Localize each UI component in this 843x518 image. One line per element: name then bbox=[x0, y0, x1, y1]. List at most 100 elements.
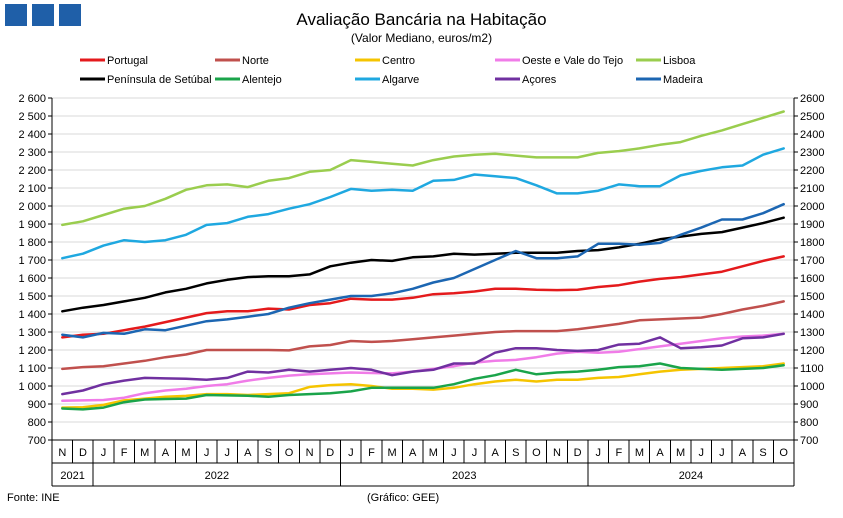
y-tick-label-right: 1500 bbox=[800, 291, 824, 303]
year-label: 2022 bbox=[205, 470, 229, 482]
x-tick-label: A bbox=[656, 447, 664, 459]
year-label: 2024 bbox=[679, 470, 703, 482]
y-tick-label-right: 2300 bbox=[800, 147, 824, 159]
y-tick-label-left: 2 600 bbox=[18, 93, 46, 105]
y-tick-label-right: 800 bbox=[800, 417, 818, 429]
x-tick-label: A bbox=[409, 447, 417, 459]
y-tick-label-right: 1800 bbox=[800, 237, 824, 249]
x-tick-label: J bbox=[348, 447, 354, 459]
x-tick-label: N bbox=[553, 447, 561, 459]
legend-label: Norte bbox=[242, 55, 269, 67]
y-tick-label-right: 2600 bbox=[800, 93, 824, 105]
y-tick-label-left: 2 200 bbox=[18, 165, 46, 177]
x-tick-label: O bbox=[532, 447, 541, 459]
y-tick-label-right: 1300 bbox=[800, 327, 824, 339]
x-tick-label: M bbox=[635, 447, 644, 459]
y-tick-label-right: 2400 bbox=[800, 129, 824, 141]
y-tick-label-right: 900 bbox=[800, 399, 818, 411]
series-lines bbox=[61, 110, 785, 411]
y-tick-label-left: 2 100 bbox=[18, 183, 46, 195]
y-tick-label-right: 1200 bbox=[800, 345, 824, 357]
x-tick-label: J bbox=[101, 447, 107, 459]
y-tick-label-right: 1400 bbox=[800, 309, 824, 321]
y-tick-label-left: 800 bbox=[28, 417, 46, 429]
logo-block-3 bbox=[59, 4, 81, 26]
x-tick-label: J bbox=[699, 447, 705, 459]
chart-title: Avaliação Bancária na Habitação bbox=[296, 10, 547, 29]
y-tick-label-left: 1 500 bbox=[18, 291, 46, 303]
x-tick-label: M bbox=[387, 447, 396, 459]
y-tick-label-left: 1 400 bbox=[18, 309, 46, 321]
y-tick-label-left: 2 500 bbox=[18, 111, 46, 123]
series-line-peninsula-de-setubal bbox=[61, 216, 785, 313]
gridlines bbox=[52, 97, 794, 441]
legend-label: Lisboa bbox=[663, 55, 696, 67]
axes: 700 700 800 800 900 900 1 000 1000 1 100 1100 1 20… bbox=[18, 93, 824, 487]
x-tick-label: J bbox=[224, 447, 230, 459]
y-tick-label-left: 1 200 bbox=[18, 345, 46, 357]
x-tick-label: M bbox=[676, 447, 685, 459]
y-tick-label-right: 2200 bbox=[800, 165, 824, 177]
x-tick-label: A bbox=[491, 447, 499, 459]
credit-note: (Gráfico: GEE) bbox=[367, 492, 440, 504]
x-tick-label: D bbox=[574, 447, 582, 459]
x-tick-label: S bbox=[512, 447, 519, 459]
logo-block-1 bbox=[5, 4, 27, 26]
x-tick-label: N bbox=[58, 447, 66, 459]
y-tick-label-left: 1 800 bbox=[18, 237, 46, 249]
x-tick-label: F bbox=[368, 447, 375, 459]
y-tick-label-right: 2000 bbox=[800, 201, 824, 213]
x-tick-label: J bbox=[204, 447, 210, 459]
y-tick-label-right: 1600 bbox=[800, 273, 824, 285]
y-tick-label-right: 1900 bbox=[800, 219, 824, 231]
legend-label: Alentejo bbox=[242, 74, 282, 86]
x-tick-label: D bbox=[79, 447, 87, 459]
x-tick-label: A bbox=[162, 447, 170, 459]
legend-label: Açores bbox=[522, 74, 557, 86]
x-tick-label: J bbox=[472, 447, 478, 459]
year-label: 2021 bbox=[60, 470, 84, 482]
y-tick-label-left: 1 900 bbox=[18, 219, 46, 231]
source-note: Fonte: INE bbox=[7, 492, 60, 504]
x-tick-label: J bbox=[595, 447, 601, 459]
legend-label: Madeira bbox=[663, 74, 704, 86]
y-tick-label-right: 2100 bbox=[800, 183, 824, 195]
series-line-madeira bbox=[61, 202, 785, 339]
x-tick-label: N bbox=[306, 447, 314, 459]
year-label: 2023 bbox=[452, 470, 476, 482]
x-tick-label: F bbox=[615, 447, 622, 459]
x-tick-label: A bbox=[739, 447, 747, 459]
x-tick-label: F bbox=[121, 447, 128, 459]
y-tick-label-left: 1 700 bbox=[18, 255, 46, 267]
y-tick-label-right: 1700 bbox=[800, 255, 824, 267]
legend-label: Algarve bbox=[382, 74, 419, 86]
y-tick-label-right: 700 bbox=[800, 435, 818, 447]
x-tick-label: S bbox=[265, 447, 272, 459]
y-tick-label-right: 2500 bbox=[800, 111, 824, 123]
brand-logo bbox=[5, 4, 81, 26]
logo-block-2 bbox=[32, 4, 54, 26]
x-tick-label: J bbox=[451, 447, 457, 459]
chart-subtitle: (Valor Mediano, euros/m2) bbox=[350, 31, 493, 45]
series-line-norte bbox=[61, 300, 785, 371]
series-line-centro bbox=[61, 362, 785, 409]
series-line-portugal bbox=[61, 255, 785, 339]
legend-label: Centro bbox=[382, 55, 415, 67]
y-tick-label-left: 2 000 bbox=[18, 201, 46, 213]
x-tick-label: M bbox=[140, 447, 149, 459]
x-tick-label: J bbox=[719, 447, 725, 459]
x-tick-label: A bbox=[244, 447, 252, 459]
series-line-lisboa bbox=[61, 110, 785, 227]
y-tick-label-right: 1000 bbox=[800, 381, 824, 393]
legend-label: Oeste e Vale do Tejo bbox=[522, 55, 623, 67]
x-tick-label: M bbox=[181, 447, 190, 459]
series-line-algarve bbox=[61, 147, 785, 260]
chart-legend: Portugal Norte Centro Oeste e Vale do Tejo L… bbox=[80, 55, 704, 86]
x-tick-label: S bbox=[759, 447, 766, 459]
series-line-alentejo bbox=[61, 362, 785, 411]
y-tick-label-left: 1 600 bbox=[18, 273, 46, 285]
x-tick-label: D bbox=[326, 447, 334, 459]
legend-label: Portugal bbox=[107, 55, 148, 67]
x-tick-label: O bbox=[285, 447, 294, 459]
